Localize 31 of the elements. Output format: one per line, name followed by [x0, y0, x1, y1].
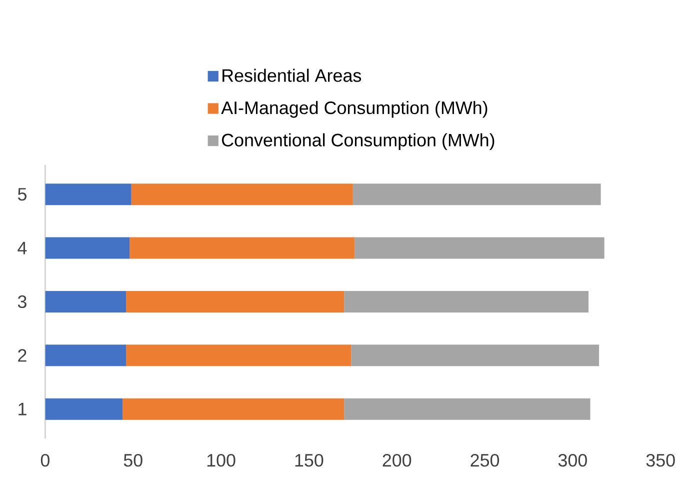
legend-label: Conventional Consumption (MWh)	[222, 133, 494, 150]
bar	[45, 290, 126, 312]
x-tick-label: 200	[382, 454, 412, 466]
bar	[351, 344, 600, 366]
bar	[126, 290, 344, 312]
x-tick-label: 250	[470, 454, 500, 466]
bar	[130, 237, 355, 259]
bar	[344, 290, 589, 312]
x-tick-label: 0	[40, 454, 50, 466]
x-tick-label: 150	[295, 454, 324, 466]
bar	[122, 398, 344, 420]
y-tick-label: 4	[18, 242, 27, 254]
bar	[45, 183, 132, 205]
bar	[352, 183, 601, 205]
bar	[45, 398, 123, 420]
x-tick-label: 100	[207, 454, 236, 466]
bar	[344, 398, 590, 420]
bar	[45, 344, 126, 366]
bar	[131, 183, 353, 205]
y-tick-label: 1	[18, 402, 26, 416]
y-tick-label: 3	[18, 295, 26, 308]
legend-label: Residential Areas	[222, 68, 362, 82]
y-tick-label: 5	[18, 188, 26, 200]
x-tick-label: 50	[124, 454, 142, 466]
x-tick-label: 300	[558, 454, 587, 466]
legend-label: AI-Managed Consumption (MWh)	[221, 100, 488, 118]
x-tick-label: 350	[646, 454, 675, 466]
bar	[126, 344, 352, 366]
y-tick-label: 2	[18, 348, 26, 362]
bar	[354, 237, 604, 259]
bar	[45, 237, 130, 259]
